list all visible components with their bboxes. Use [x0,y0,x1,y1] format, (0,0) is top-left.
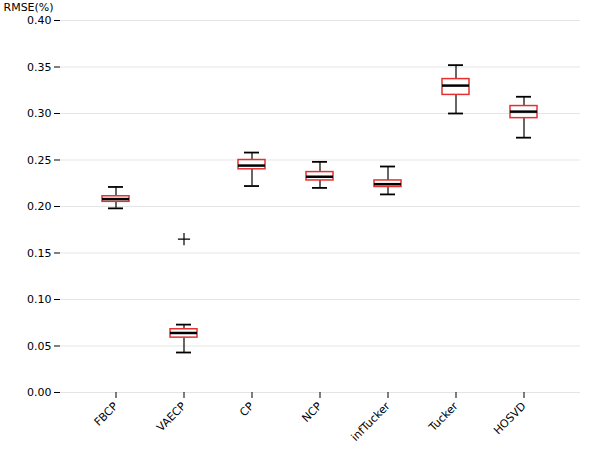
svg-text:NCP: NCP [299,399,324,424]
svg-text:VAECP: VAECP [154,399,189,434]
svg-text:0.40: 0.40 [27,14,52,27]
svg-text:0.20: 0.20 [27,200,52,213]
svg-text:infTucker: infTucker [349,399,393,443]
svg-text:0.35: 0.35 [27,61,52,74]
svg-text:0.30: 0.30 [27,107,52,120]
svg-text:RMSE(%): RMSE(%) [4,1,54,14]
svg-text:0.15: 0.15 [27,247,52,260]
svg-text:CP: CP [237,399,257,419]
svg-text:0.10: 0.10 [27,293,52,306]
svg-text:HOSVD: HOSVD [491,400,528,437]
svg-text:0.25: 0.25 [27,154,52,167]
svg-text:Tucker: Tucker [426,399,461,434]
svg-text:0.00: 0.00 [27,386,52,399]
svg-text:0.05: 0.05 [27,340,52,353]
svg-text:FBCP: FBCP [92,399,121,428]
